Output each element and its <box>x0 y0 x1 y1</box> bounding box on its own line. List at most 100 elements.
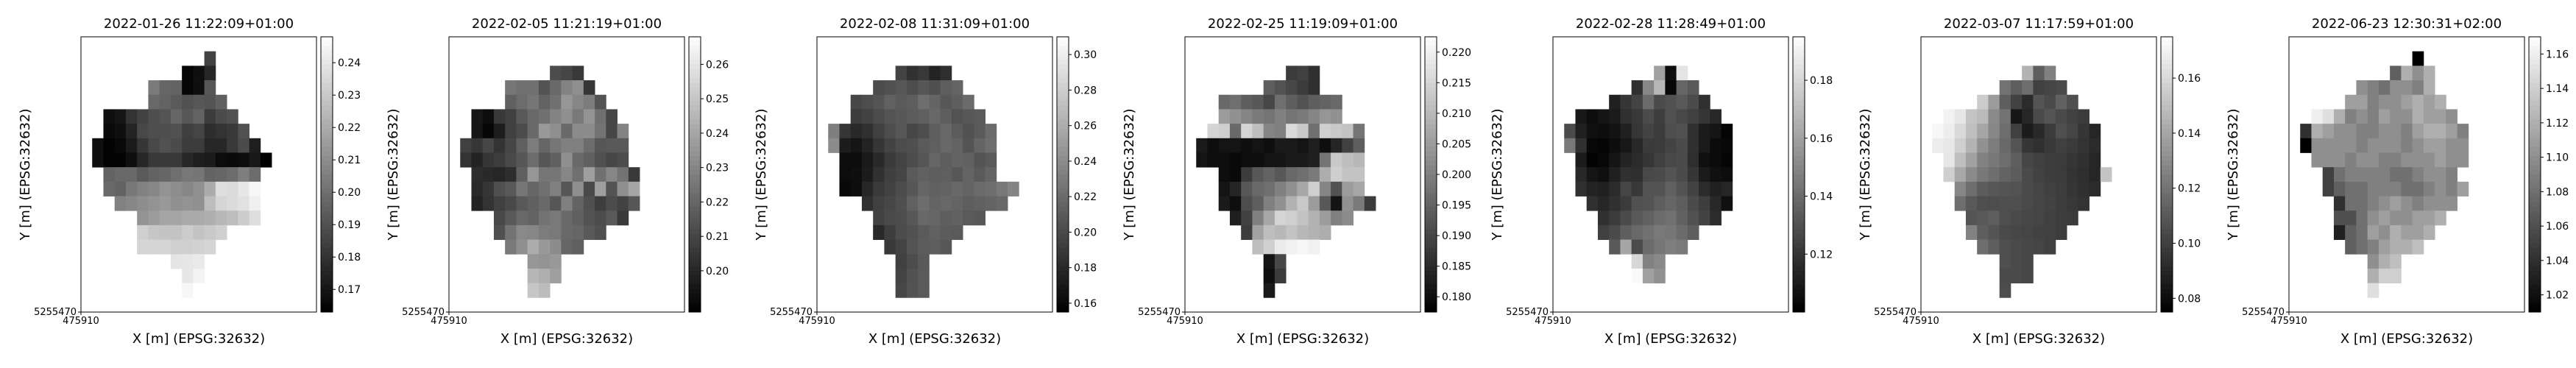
heatmap-cell <box>2378 196 2391 211</box>
heatmap-cell <box>215 94 227 110</box>
heatmap-cell <box>2089 181 2101 197</box>
colorbar-segment <box>2529 160 2541 166</box>
colorbar-segment <box>1425 302 1437 308</box>
heatmap-cell <box>1699 152 1710 168</box>
heatmap-cell <box>1642 181 1655 197</box>
colorbar-segment <box>2161 54 2173 60</box>
colorbar-segment <box>1425 192 1437 198</box>
heatmap-cell <box>572 124 584 139</box>
colorbar-segment <box>2529 294 2541 299</box>
heatmap-cell <box>850 109 863 124</box>
heatmap-cell <box>918 239 930 255</box>
heatmap-cell <box>2044 224 2056 240</box>
heatmap-cell <box>471 124 484 139</box>
heatmap-cell <box>873 138 885 153</box>
axes-frame <box>1552 36 1789 313</box>
heatmap-cell <box>215 210 227 226</box>
heatmap-cell <box>940 138 952 153</box>
heatmap-cell <box>1699 109 1710 124</box>
heatmap-cell <box>572 138 584 153</box>
heatmap-cell <box>2322 181 2335 197</box>
heatmap-cell <box>1620 210 1632 226</box>
heatmap-cell <box>193 66 205 81</box>
colorbar-segment <box>689 87 701 93</box>
heatmap-cell <box>895 66 907 81</box>
heatmap-cell <box>159 239 171 255</box>
colorbar-segment <box>2161 224 2173 230</box>
heatmap-cell <box>2390 167 2402 183</box>
heatmap-cell <box>471 152 484 168</box>
heatmap-cell <box>1353 152 1365 168</box>
heatmap-cell <box>1954 181 1967 197</box>
colorbar-segment <box>2529 96 2541 102</box>
heatmap-cell <box>1609 181 1621 197</box>
colorbar-tick-label: 0.12 <box>2178 183 2201 195</box>
colorbar-segment <box>2529 252 2541 258</box>
heatmap-cell <box>1654 268 1666 284</box>
heatmap-cell <box>1263 196 1275 211</box>
heatmap-cell <box>1597 196 1610 211</box>
x-axis-label: X [m] (EPSG:32632) <box>1972 331 2105 347</box>
heatmap-cell <box>1999 196 2011 211</box>
colorbar-tick-label: 0.22 <box>338 122 361 134</box>
heatmap-cell <box>2401 109 2413 124</box>
colorbar-segment <box>1425 206 1437 212</box>
heatmap-cell <box>550 181 562 197</box>
heatmap-cell <box>1274 80 1287 96</box>
colorbar-frame <box>2528 36 2541 313</box>
heatmap-cell <box>2435 94 2446 110</box>
heatmap-cell <box>460 152 472 168</box>
heatmap-cell <box>2367 167 2379 183</box>
colorbar-segment <box>2161 68 2173 74</box>
heatmap-cell <box>482 181 495 197</box>
heatmap-cell <box>1642 268 1655 284</box>
heatmap-cell <box>2322 152 2335 168</box>
colorbar-segment <box>1425 294 1437 299</box>
heatmap-cell <box>215 181 227 197</box>
heatmap-cell <box>1308 239 1320 255</box>
heatmap-cell <box>1631 181 1643 197</box>
heatmap-cell <box>985 138 997 153</box>
heatmap-cell <box>906 254 919 269</box>
colorbar-segment <box>2529 68 2541 74</box>
colorbar-segment <box>2529 169 2541 175</box>
colorbar-segment <box>2529 114 2541 120</box>
heatmap-cell <box>215 167 227 183</box>
heatmap-cell <box>572 224 584 240</box>
heatmap-cell <box>583 138 595 153</box>
heatmap-cell <box>1597 138 1610 153</box>
heatmap-cell <box>1252 94 1264 110</box>
heatmap-cell <box>2022 181 2034 197</box>
y-axis-label: Y [m] (EPSG:32632) <box>754 109 769 241</box>
colorbar-segment <box>321 307 333 313</box>
colorbar-tick-label: 0.25 <box>706 93 729 105</box>
heatmap-cell <box>1999 167 2011 183</box>
heatmap-cell <box>2401 152 2413 168</box>
heatmap-cell <box>1286 66 1298 81</box>
heatmap-cell <box>873 210 885 226</box>
colorbar-segment <box>1793 224 1805 230</box>
colorbar-segment <box>1057 294 1069 299</box>
colorbar-segment <box>1425 82 1437 88</box>
heatmap-cell <box>929 167 941 183</box>
heatmap-cell <box>873 152 885 168</box>
heatmap-cell <box>2067 210 2078 226</box>
colorbar-segment <box>1057 224 1069 230</box>
colorbar-segment <box>1425 54 1437 60</box>
heatmap-cell <box>493 109 506 124</box>
heatmap-cell <box>1218 138 1231 153</box>
colorbar-segment <box>2161 220 2173 226</box>
heatmap-cell <box>1642 109 1655 124</box>
heatmap-cell <box>2010 138 2023 153</box>
colorbar-segment <box>689 307 701 313</box>
heatmap-cell <box>1297 152 1309 168</box>
heatmap-cell <box>2401 196 2413 211</box>
colorbar-segment <box>689 101 701 106</box>
heatmap-cell <box>538 239 551 255</box>
heatmap-cell <box>1676 167 1688 183</box>
heatmap-cell <box>215 109 227 124</box>
heatmap-cell <box>974 109 986 124</box>
heatmap-cell <box>1642 210 1655 226</box>
heatmap-cell <box>1586 124 1599 139</box>
colorbar-segment <box>1793 156 1805 161</box>
